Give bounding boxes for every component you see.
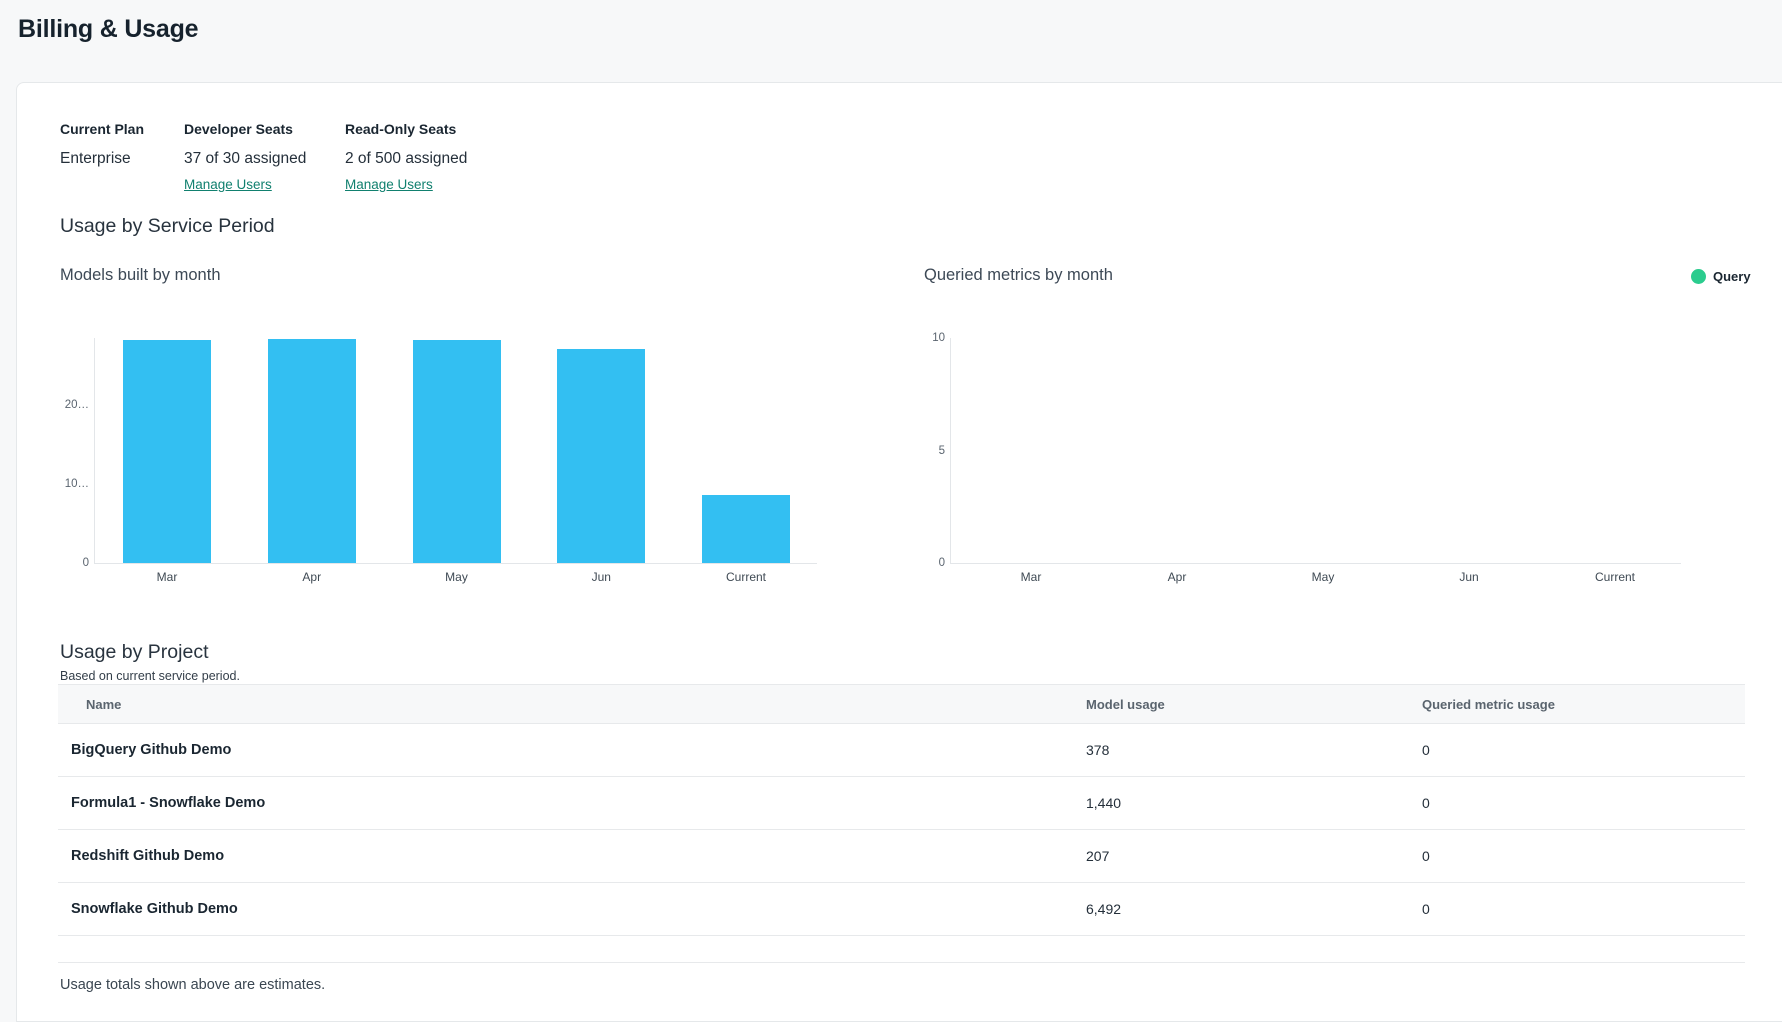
billing-card: Current Plan Enterprise Developer Seats … — [16, 82, 1782, 1022]
usage-by-service-period-heading: Usage by Service Period — [60, 215, 275, 237]
readonly-seats-value: 2 of 500 assigned — [345, 150, 468, 167]
y-axis-tick-0: 0 — [938, 557, 945, 569]
bar-apr — [267, 339, 356, 563]
bar-current — [702, 495, 790, 563]
usage-by-project-heading: Usage by Project — [60, 641, 209, 663]
x-axis-label-may: May — [1311, 570, 1335, 584]
y-axis-tick-5: 5 — [938, 444, 945, 457]
y-axis-tick-20: 20… — [64, 399, 89, 411]
queried-metric-usage-value: 0 — [1422, 848, 1430, 864]
queried-metrics-chart-title: Queried metrics by month — [924, 266, 1113, 284]
model-usage-value: 6,492 — [1086, 901, 1122, 917]
bar-may — [412, 340, 501, 563]
usage-by-project-subtext: Based on current service period. — [60, 669, 240, 683]
readonly-seats-label: Read-Only Seats — [345, 121, 457, 137]
table-empty-row — [58, 936, 1745, 963]
y-axis-tick-10: 10 — [932, 332, 945, 344]
developer-seats-label: Developer Seats — [184, 121, 293, 137]
x-axis-label-current: Current — [1594, 570, 1636, 584]
manage-developer-users-link[interactable]: Manage Users — [184, 177, 272, 192]
table-row: Redshift Github Demo 207 0 — [58, 830, 1745, 883]
queried-metrics-chart: 0 5 10 Mar Apr May Jun Current — [932, 332, 1681, 584]
current-plan-value: Enterprise — [60, 150, 131, 167]
y-axis-tick-10: 10… — [64, 478, 89, 490]
queried-metric-usage-value: 0 — [1422, 901, 1430, 917]
usage-by-project-table: Name Model usage Queried metric usage Bi… — [58, 684, 1745, 963]
project-name: Redshift Github Demo — [71, 848, 225, 864]
model-usage-value: 378 — [1086, 742, 1110, 758]
queried-metric-usage-value: 0 — [1422, 742, 1430, 758]
x-axis-label-apr: Apr — [302, 570, 322, 584]
legend-query-label: Query — [1713, 269, 1751, 284]
table-row: Snowflake Github Demo 6,492 0 — [58, 883, 1745, 936]
x-axis-label-current: Current — [725, 570, 767, 584]
column-header-queried-metric-usage: Queried metric usage — [1422, 696, 1555, 712]
developer-seats-value: 37 of 30 assigned — [184, 150, 307, 167]
legend-query-dot-icon — [1691, 269, 1706, 284]
project-name: Snowflake Github Demo — [71, 901, 238, 917]
project-name: Formula1 - Snowflake Demo — [71, 795, 266, 811]
x-axis-label-jun: Jun — [1459, 570, 1479, 584]
models-built-chart: 0 10… 20… Mar Apr May Jun Current — [65, 338, 817, 584]
bar-mar — [123, 340, 211, 563]
table-row: Formula1 - Snowflake Demo 1,440 0 — [58, 777, 1745, 830]
page-title: Billing & Usage — [18, 15, 199, 43]
x-axis-label-jun: Jun — [591, 570, 611, 584]
table-row: BigQuery Github Demo 378 0 — [58, 724, 1745, 777]
current-plan-label: Current Plan — [60, 121, 145, 137]
queried-metric-usage-value: 0 — [1422, 795, 1430, 811]
project-name: BigQuery Github Demo — [71, 742, 232, 758]
column-header-name: Name — [86, 696, 122, 712]
models-built-chart-title: Models built by month — [60, 266, 221, 284]
table-header-row: Name Model usage Queried metric usage — [58, 684, 1745, 724]
bar-jun — [557, 349, 646, 563]
usage-footnote: Usage totals shown above are estimates. — [60, 977, 326, 993]
y-axis-tick-0: 0 — [82, 557, 89, 569]
x-axis-label-may: May — [445, 570, 468, 584]
x-axis-label-mar: Mar — [1020, 570, 1042, 584]
current-plan-block: Current Plan Enterprise — [60, 121, 144, 168]
manage-readonly-users-link[interactable]: Manage Users — [345, 177, 433, 192]
readonly-seats-block: Read-Only Seats 2 of 500 assigned Manage… — [345, 121, 467, 194]
model-usage-value: 1,440 — [1086, 795, 1122, 811]
column-header-model-usage: Model usage — [1086, 696, 1165, 712]
queried-metrics-legend: Query — [1691, 269, 1751, 284]
developer-seats-block: Developer Seats 37 of 30 assigned Manage… — [184, 121, 306, 194]
x-axis-label-mar: Mar — [156, 570, 178, 584]
x-axis-label-apr: Apr — [1167, 570, 1187, 584]
model-usage-value: 207 — [1086, 848, 1110, 864]
